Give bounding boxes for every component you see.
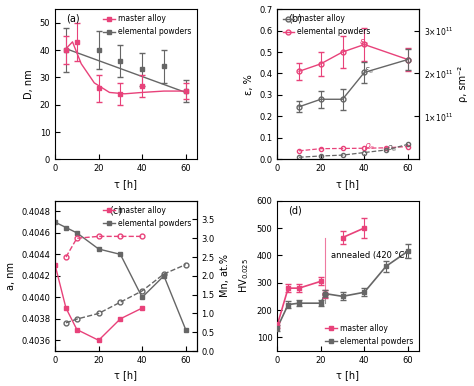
Y-axis label: Mn, at.%: Mn, at.%	[220, 254, 230, 297]
X-axis label: τ [h]: τ [h]	[114, 371, 137, 381]
Text: $\rho_{\rm e}$: $\rho_{\rm e}$	[386, 143, 397, 154]
Text: (d): (d)	[289, 205, 302, 215]
X-axis label: τ [h]: τ [h]	[337, 179, 359, 189]
Legend: master alloy, elemental powders: master alloy, elemental powders	[324, 322, 415, 347]
Y-axis label: HV$_{0.025}$: HV$_{0.025}$	[237, 258, 251, 293]
Y-axis label: ε, %: ε, %	[244, 74, 254, 95]
Y-axis label: ρ, sm⁻²: ρ, sm⁻²	[458, 66, 468, 102]
Y-axis label: D, nm: D, nm	[24, 69, 34, 99]
Legend: master alloy, elemental powders: master alloy, elemental powders	[102, 13, 193, 38]
Y-axis label: a, nm: a, nm	[6, 262, 16, 290]
Text: annealed (420 °C): annealed (420 °C)	[331, 251, 408, 260]
Text: $\rho_{\rm e}$: $\rho_{\rm e}$	[365, 141, 376, 152]
Text: (b): (b)	[289, 14, 302, 24]
X-axis label: τ [h]: τ [h]	[114, 179, 137, 189]
Text: (c): (c)	[109, 205, 122, 215]
Legend: master alloy, elemental powders: master alloy, elemental powders	[281, 13, 372, 38]
Text: $\varepsilon_{\rm e}$: $\varepsilon_{\rm e}$	[365, 65, 375, 76]
X-axis label: τ [h]: τ [h]	[337, 371, 359, 381]
Text: (a): (a)	[66, 14, 80, 24]
Legend: master alloy, elemental powders: master alloy, elemental powders	[102, 205, 193, 229]
Text: $\varepsilon_{\rm e}$: $\varepsilon_{\rm e}$	[359, 37, 370, 48]
